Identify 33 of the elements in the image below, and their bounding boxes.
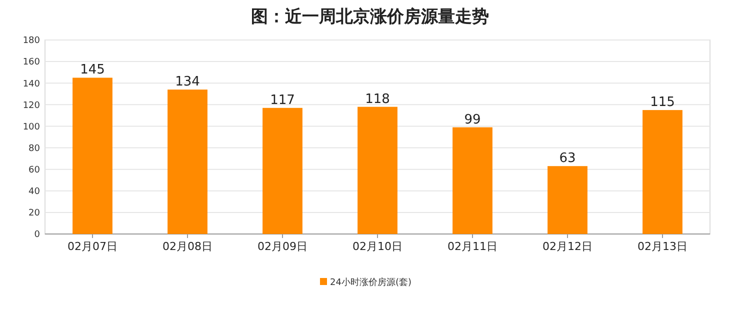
bar (452, 127, 492, 234)
data-label: 63 (559, 151, 576, 166)
bar (358, 106, 398, 234)
y-tick-label: 140 (22, 79, 40, 90)
data-label: 145 (80, 62, 105, 78)
data-label: 115 (650, 95, 675, 110)
data-label: 134 (175, 74, 200, 90)
y-tick-label: 160 (22, 58, 40, 68)
chart-title: 图：近一周北京涨价房源量走势 (251, 7, 489, 27)
data-label: 99 (464, 112, 481, 128)
bar (548, 166, 588, 234)
y-tick-label: 120 (22, 100, 40, 111)
y-tick-label: 0 (34, 230, 40, 240)
y-tick-label: 80 (28, 144, 40, 154)
x-tick-label: 02月12日 (542, 240, 592, 253)
x-tick-label: 02月09日 (258, 240, 308, 253)
bar (168, 90, 208, 234)
legend-label: 24小时涨价房源(套) (330, 277, 412, 288)
x-tick-label: 02月13日 (638, 240, 688, 253)
x-tick-label: 02月10日 (352, 240, 402, 253)
data-label: 117 (270, 92, 295, 108)
y-tick-label: 20 (28, 208, 40, 219)
data-label: 118 (365, 92, 390, 107)
x-tick-label: 02月07日 (68, 240, 118, 253)
y-tick-label: 100 (22, 122, 40, 132)
y-tick-label: 180 (22, 36, 40, 46)
bar (642, 110, 682, 234)
bar (72, 78, 112, 234)
x-tick-label: 02月08日 (162, 240, 212, 253)
y-tick-label: 60 (28, 165, 40, 176)
y-tick-label: 40 (28, 187, 40, 198)
bar (262, 108, 302, 234)
x-tick-label: 02月11日 (448, 240, 498, 253)
